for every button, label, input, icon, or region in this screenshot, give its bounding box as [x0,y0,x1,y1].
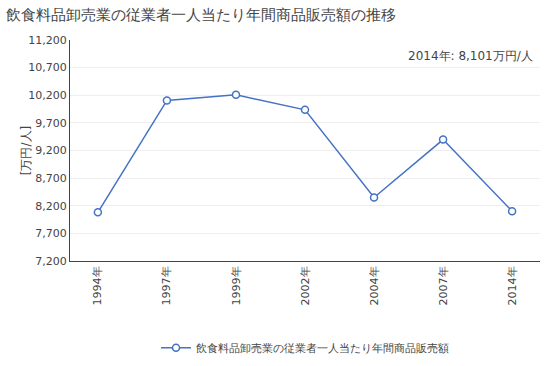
svg-text:9,200: 9,200 [35,144,67,157]
svg-text:10,700: 10,700 [28,61,67,74]
svg-text:11,200: 11,200 [28,34,67,47]
svg-text:2007年: 2007年 [437,266,450,305]
svg-text:8,200: 8,200 [35,200,67,213]
svg-text:7,700: 7,700 [35,227,67,240]
svg-text:飲食料品卸売業の従業者一人当たり年間商品販売額の推移: 飲食料品卸売業の従業者一人当たり年間商品販売額の推移 [6,6,396,24]
svg-text:8,700: 8,700 [35,172,67,185]
svg-text:2004年: 2004年 [368,266,381,305]
svg-text:1999年: 1999年 [230,266,243,305]
svg-text:9,700: 9,700 [35,117,67,130]
svg-text:2002年: 2002年 [299,266,312,305]
svg-text:2014年: 2014年 [506,266,519,305]
svg-text:7,200: 7,200 [35,255,67,268]
svg-text:[万円/人]: [万円/人] [19,126,33,175]
svg-text:10,200: 10,200 [28,89,67,102]
svg-text:飲食料品卸売業の従業者一人当たり年間商品販売額: 飲食料品卸売業の従業者一人当たり年間商品販売額 [196,342,449,355]
svg-text:1994年: 1994年 [91,266,104,305]
svg-text:2014年: 8,101万円/人: 2014年: 8,101万円/人 [408,49,533,63]
svg-text:1997年: 1997年 [160,266,173,305]
